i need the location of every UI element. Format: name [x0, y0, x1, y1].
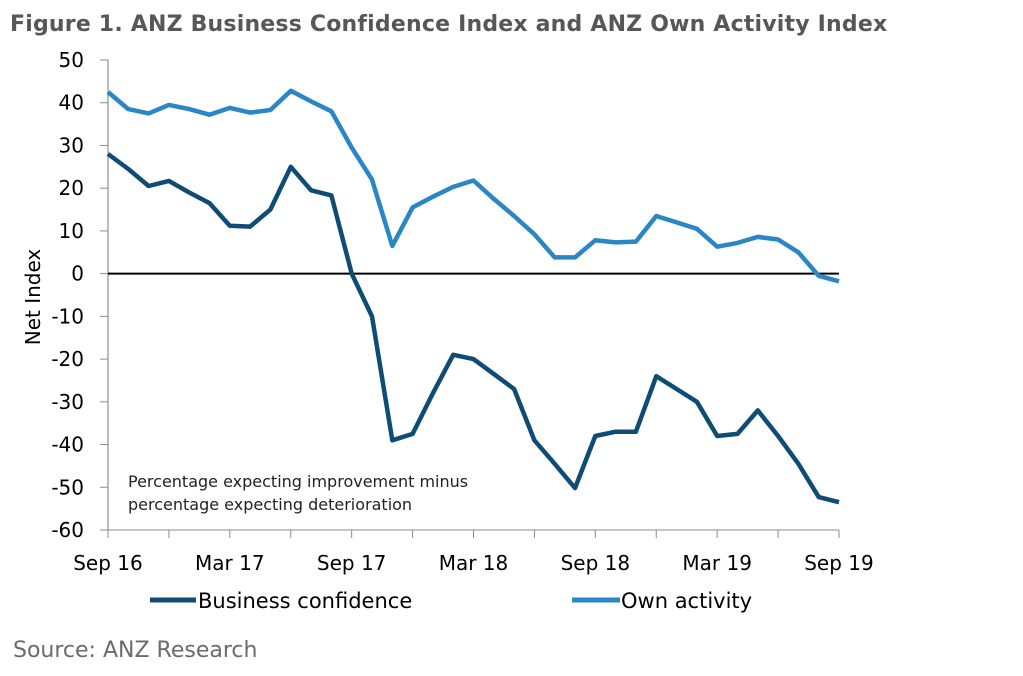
- source-note: Source: ANZ Research: [13, 638, 258, 663]
- legend-label-own-activity: Own activity: [621, 589, 752, 613]
- legend-label-business-confidence: Business confidence: [198, 589, 412, 613]
- series-line-business-confidence: [106, 152, 840, 505]
- y-tick-label: -50: [51, 475, 84, 499]
- y-tick-label: 50: [59, 48, 84, 72]
- x-tick-label: Mar 17: [195, 551, 265, 575]
- x-axis: Sep 16 Mar 17 Sep 17 Mar 18 Sep 18 Mar 19 Sep …: [73, 529, 874, 575]
- chart-title: Figure 1. ANZ Business Confidence Index …: [10, 12, 888, 37]
- y-tick-label: 40: [59, 91, 84, 115]
- x-tick-label: Mar 18: [439, 551, 509, 575]
- x-tick-label: Sep 19: [804, 551, 874, 575]
- y-tick-label: -30: [51, 390, 84, 414]
- y-axis: 50 40 30 20 10 0 -10 -20 -30 -40 -50 -60: [51, 48, 109, 542]
- x-tick-label: Sep 16: [73, 551, 143, 575]
- y-tick-label: 10: [59, 219, 84, 243]
- x-tick-label: Sep 18: [561, 551, 631, 575]
- x-tick-label: Sep 17: [317, 551, 387, 575]
- legend: Business confidence Own activity: [150, 589, 752, 613]
- y-tick-label: -20: [51, 347, 84, 371]
- y-tick-label: 0: [71, 262, 84, 286]
- y-tick-label: -10: [51, 304, 84, 328]
- series-line-own-activity: [106, 88, 840, 284]
- y-tick-label: -40: [51, 433, 84, 457]
- y-tick-label: 20: [59, 176, 84, 200]
- annotation-line-2: percentage expecting deterioration: [128, 495, 412, 514]
- y-tick-label: -60: [51, 518, 84, 542]
- series-group: [106, 88, 840, 505]
- y-tick-label: 30: [59, 133, 84, 157]
- x-tick-label: Mar 19: [682, 551, 752, 575]
- annotation-line-1: Percentage expecting improvement minus: [128, 472, 468, 491]
- y-axis-label: Net Index: [21, 249, 45, 346]
